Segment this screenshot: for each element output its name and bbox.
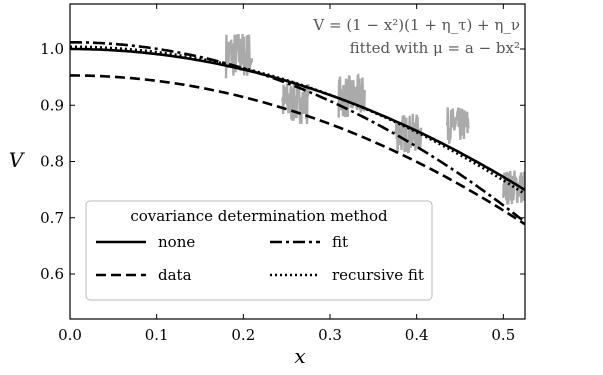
x-tick-label: 0.0 <box>58 326 82 344</box>
data-cluster <box>281 80 310 125</box>
data-cluster <box>502 170 525 205</box>
data-cluster <box>445 107 470 145</box>
y-tick-label: 0.8 <box>40 153 64 171</box>
x-tick-label: 0.5 <box>491 326 515 344</box>
y-axis-label: V <box>9 148 26 172</box>
legend-entries: none fit data recursive fit <box>96 233 424 284</box>
y-tick-label: 0.7 <box>40 209 64 227</box>
series-line-data <box>70 74 525 226</box>
data-cluster <box>224 33 254 79</box>
legend-label: none <box>158 233 195 251</box>
legend-label: fit <box>332 233 348 251</box>
y-tick-label: 1.0 <box>40 40 64 58</box>
data-cluster <box>337 72 366 118</box>
legend-box <box>85 200 433 301</box>
legend-label: data <box>158 266 192 284</box>
ticks-layer: 0.0 0.1 0.2 0.3 0.4 0.5 0.6 0.7 0.8 0.9 1.0 <box>40 4 525 344</box>
annotation-formula: V = (1 − x²)(1 + η_τ) + η_ν <box>312 16 520 34</box>
x-tick-label: 0.4 <box>405 326 429 344</box>
series-line-recursive-fit <box>70 45 525 196</box>
legend-label: recursive fit <box>332 266 424 284</box>
lines-layer <box>70 40 525 226</box>
series-line-fit <box>70 40 525 224</box>
x-tick-label: 0.1 <box>145 326 169 344</box>
x-tick-label: 0.2 <box>231 326 255 344</box>
legend-title: covariance determination method <box>130 207 388 225</box>
scatter-layer <box>224 33 525 205</box>
x-axis-label: x <box>294 344 305 368</box>
y-tick-label: 0.9 <box>40 96 64 114</box>
y-tick-label: 0.6 <box>40 265 64 283</box>
annotation-fit: fitted with μ = a − bx² <box>350 39 520 57</box>
x-tick-label: 0.3 <box>318 326 342 344</box>
legend: covariance determination method none fit d… <box>85 200 433 301</box>
